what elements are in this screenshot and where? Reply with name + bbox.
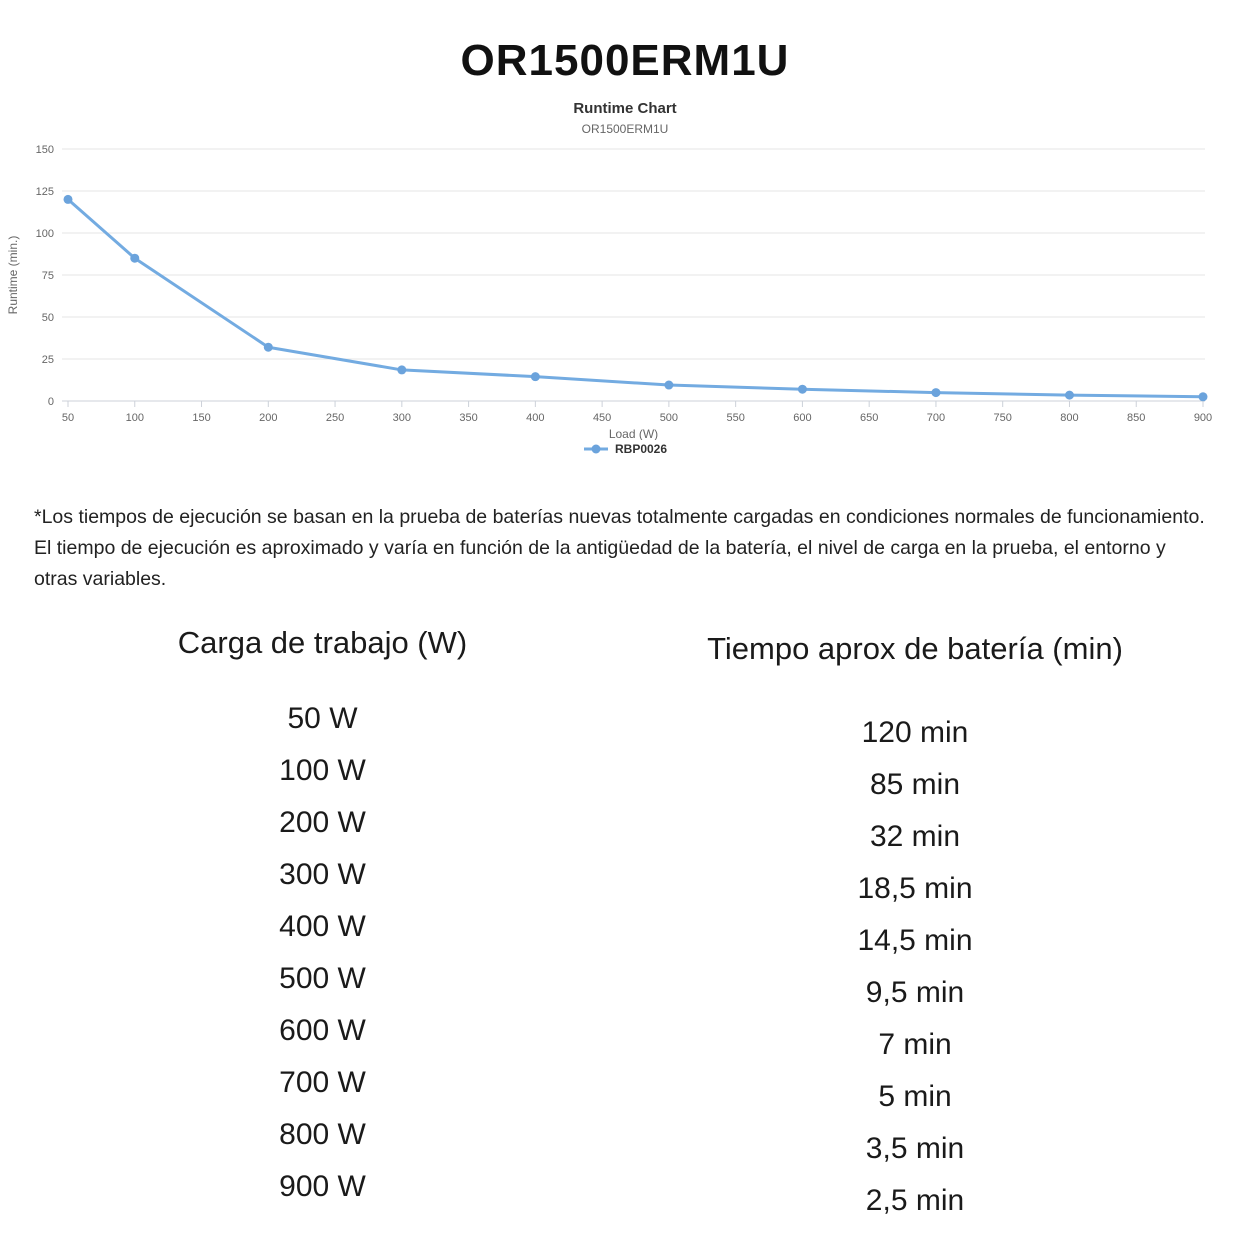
table-header-time: Tiempo aprox de batería (min)	[707, 631, 1123, 666]
load-cell: 500 W	[279, 962, 366, 995]
time-column: Tiempo aprox de batería (min) 120 min 85 …	[645, 625, 1185, 1227]
data-point-marker[interactable]	[530, 372, 540, 382]
data-point-marker[interactable]	[397, 365, 407, 375]
x-tick-label: 500	[660, 412, 678, 424]
y-tick-label: 0	[48, 396, 54, 408]
time-cell: 14,5 min	[857, 924, 973, 957]
x-tick-label: 450	[593, 412, 611, 424]
load-cell: 600 W	[279, 1014, 366, 1047]
time-cell: 9,5 min	[865, 976, 965, 1009]
legend-marker-icon	[583, 444, 608, 454]
x-tick-label: 600	[793, 412, 811, 424]
data-point-marker[interactable]	[63, 194, 73, 204]
x-tick-label: 350	[459, 412, 477, 424]
x-tick-label: 550	[726, 412, 744, 424]
x-tick-label: 750	[994, 412, 1012, 424]
x-tick-label: 900	[1194, 412, 1212, 424]
x-tick-label: 50	[62, 412, 74, 424]
y-tick-label: 125	[36, 186, 54, 198]
x-tick-label: 300	[393, 412, 411, 424]
data-point-marker[interactable]	[931, 388, 941, 398]
x-tick-label: 700	[927, 412, 945, 424]
load-cell: 700 W	[279, 1066, 366, 1099]
x-tick-label: 150	[192, 412, 210, 424]
load-column: Carga de trabajo (W) 50 W 100 W 200 W 300 W…	[0, 625, 645, 1227]
y-tick-label: 25	[42, 354, 54, 366]
chart-plot-area: 0 25 50 75 100 125 150 50 100 150 200 250 300 350 400 4…	[6, 144, 1212, 440]
x-tick-label: 250	[326, 412, 344, 424]
data-point-marker[interactable]	[1198, 392, 1208, 402]
x-tick-label: 100	[126, 412, 144, 424]
chart-title: Runtime Chart	[573, 100, 677, 117]
chart-subtitle: OR1500ERM1U	[581, 122, 669, 136]
time-cell: 2,5 min	[865, 1184, 965, 1217]
time-cell: 32 min	[869, 820, 961, 853]
x-tick-label: 650	[860, 412, 878, 424]
data-point-marker[interactable]	[1064, 390, 1074, 400]
x-tick-label: 400	[526, 412, 544, 424]
data-point-marker[interactable]	[664, 380, 674, 390]
load-cell: 100 W	[279, 754, 366, 787]
load-cell: 900 W	[279, 1170, 366, 1203]
runtime-chart: Runtime Chart OR1500ERM1U 0 25 50 75 100 125 1…	[0, 100, 1250, 456]
load-cell: 300 W	[279, 858, 366, 891]
data-point-marker[interactable]	[263, 342, 273, 352]
time-cell: 7 min	[878, 1028, 952, 1061]
time-cell: 120 min	[861, 716, 969, 749]
table-header-load: Carga de trabajo (W)	[177, 625, 468, 660]
load-cell: 400 W	[279, 910, 366, 943]
disclaimer-note: *Los tiempos de ejecución se basan en la…	[34, 506, 1205, 590]
time-cell: 85 min	[869, 768, 961, 801]
load-cell: 800 W	[279, 1118, 366, 1151]
x-tick-label: 200	[259, 412, 277, 424]
x-axis-title: Load (W)	[609, 427, 658, 440]
time-cell: 18,5 min	[857, 872, 973, 905]
data-point-marker[interactable]	[130, 253, 140, 263]
legend-item[interactable]: RBP0026	[0, 442, 1250, 456]
legend-label: RBP0026	[614, 442, 668, 456]
runtime-table: Carga de trabajo (W) 50 W 100 W 200 W 300 W…	[0, 625, 1250, 1227]
x-tick-label: 850	[1127, 412, 1145, 424]
y-tick-label: 150	[36, 144, 54, 156]
x-tick-label: 800	[1060, 412, 1078, 424]
y-tick-label: 75	[42, 270, 54, 282]
load-cell: 200 W	[279, 806, 366, 839]
y-tick-label: 100	[36, 228, 54, 240]
load-cell: 50 W	[287, 702, 358, 735]
time-cell: 3,5 min	[865, 1132, 965, 1165]
load-values: 50 W 100 W 200 W 300 W 400 W 500 W 600 W 700 W 8…	[0, 693, 645, 1213]
data-point-marker[interactable]	[797, 384, 807, 394]
series-line	[66, 197, 1205, 399]
time-values: 120 min 85 min 32 min 18,5 min 14,5 min 9,5 m…	[645, 707, 1185, 1227]
y-axis-title: Runtime (min.)	[6, 236, 20, 315]
y-tick-label: 50	[42, 312, 54, 324]
page-title: OR1500ERM1U	[460, 36, 790, 85]
time-cell: 5 min	[878, 1080, 952, 1113]
